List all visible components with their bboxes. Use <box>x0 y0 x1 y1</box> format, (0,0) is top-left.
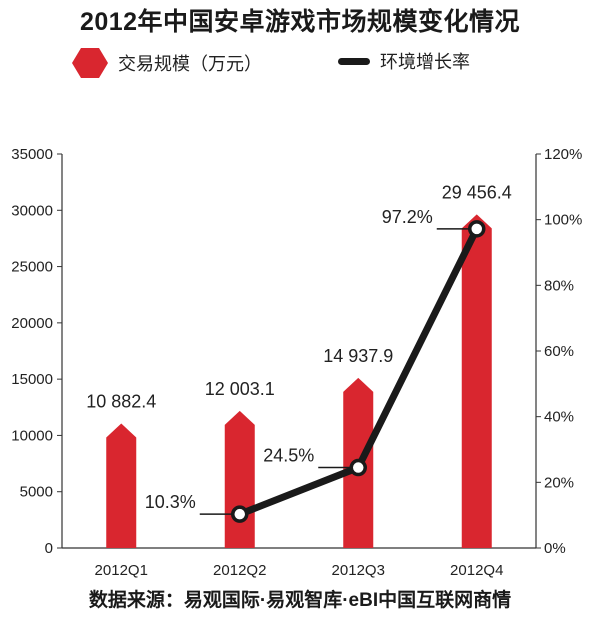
left-tick-label: 20000 <box>11 315 53 332</box>
x-tick-label: 2012Q2 <box>213 562 266 579</box>
left-tick-label: 15000 <box>11 371 53 388</box>
bar-2012Q4 <box>461 214 492 548</box>
bar-2012Q2 <box>224 410 255 548</box>
legend: 交易规模（万元） 环境增长率 <box>0 48 600 82</box>
right-tick-label: 60% <box>544 343 574 360</box>
legend-item-bar: 交易规模（万元） <box>72 48 262 78</box>
growth-value-label: 24.5% <box>263 446 314 466</box>
legend-line-swatch <box>338 57 370 65</box>
growth-value-label: 97.2% <box>382 207 433 227</box>
right-tick-label: 0% <box>544 540 566 557</box>
right-tick-label: 40% <box>544 409 574 426</box>
left-tick-label: 30000 <box>11 202 53 219</box>
right-tick-label: 120% <box>544 146 582 163</box>
bar-2012Q1 <box>106 423 137 548</box>
bar-value-label: 12 003.1 <box>205 379 275 399</box>
right-tick-label: 100% <box>544 212 582 229</box>
x-tick-label: 2012Q3 <box>332 562 385 579</box>
x-tick-label: 2012Q4 <box>450 562 503 579</box>
bar-value-label: 14 937.9 <box>323 346 393 366</box>
source-note: 数据来源：易观国际·易观智库·eBI中国互联网商情 <box>88 590 512 611</box>
legend-label-line: 环境增长率 <box>380 52 470 72</box>
growth-point <box>349 458 367 477</box>
legend-label-bar: 交易规模（万元） <box>118 54 262 74</box>
left-tick-label: 0 <box>45 540 53 557</box>
x-tick-label: 2012Q1 <box>95 562 148 579</box>
bar-value-label: 29 456.4 <box>442 182 512 202</box>
legend-item-line: 环境增长率 <box>338 48 470 74</box>
right-tick-label: 20% <box>544 474 574 491</box>
bar-value-label: 10 882.4 <box>86 391 156 411</box>
legend-bar-swatch <box>72 48 108 78</box>
right-tick-label: 80% <box>544 277 574 294</box>
left-tick-label: 5000 <box>20 484 53 501</box>
chart-title: 2012年中国安卓游戏市场规模变化情况 <box>79 8 521 36</box>
left-tick-label: 35000 <box>11 146 53 163</box>
growth-point <box>231 505 249 523</box>
growth-value-label: 10.3% <box>145 492 196 512</box>
left-tick-label: 25000 <box>11 259 53 276</box>
left-tick-label: 10000 <box>11 427 53 444</box>
growth-point <box>468 220 486 238</box>
